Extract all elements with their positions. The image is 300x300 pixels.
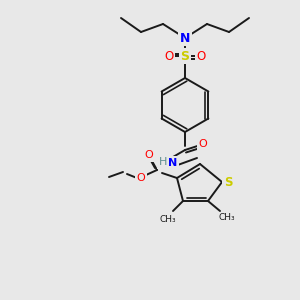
Text: O: O [136,173,146,183]
Text: S: S [224,176,232,188]
Text: O: O [164,50,174,62]
Text: N: N [180,32,190,44]
Text: H: H [159,157,167,167]
Text: CH₃: CH₃ [160,215,176,224]
Text: S: S [181,50,190,62]
Text: O: O [145,150,153,160]
Text: CH₃: CH₃ [219,214,235,223]
Text: O: O [199,139,207,149]
Text: O: O [196,50,206,62]
Text: N: N [168,158,178,168]
